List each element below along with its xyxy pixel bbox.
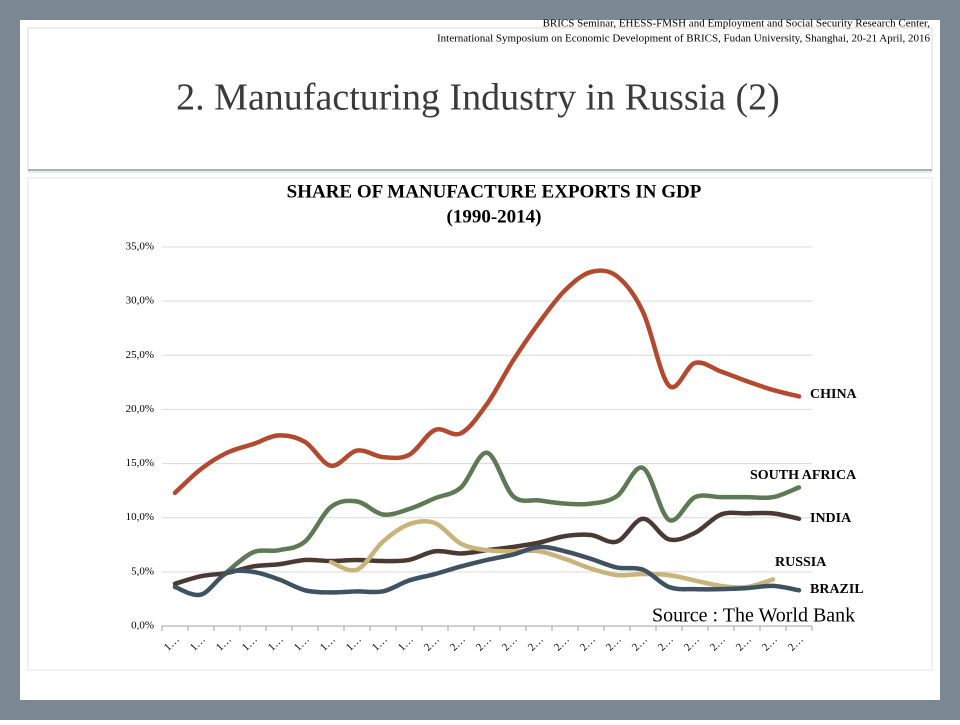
y-tick-label: 20,0% (126, 403, 154, 415)
header-line: International Symposium on Economic Deve… (437, 33, 931, 45)
series-line (328, 518, 776, 590)
series-label: INDIA (810, 511, 852, 526)
series-line (224, 450, 802, 575)
y-tick-label: 15,0% (126, 457, 154, 469)
y-tick-label: 10,0% (126, 511, 154, 523)
series-label: SOUTH AFRICA (750, 468, 857, 483)
series-label: BRAZIL (810, 582, 864, 597)
y-tick-label: 25,0% (126, 349, 154, 361)
y-tick-label: 0,0% (131, 620, 154, 632)
y-tick-label: 30,0% (126, 295, 154, 307)
y-tick-label: 35,0% (126, 241, 154, 253)
series-line (172, 544, 802, 598)
y-tick-label: 5,0% (131, 565, 154, 577)
chart-subtitle: (1990-2014) (447, 206, 542, 227)
title-box (27, 27, 933, 173)
series-label: RUSSIA (775, 555, 827, 570)
slide-background (20, 20, 940, 700)
chart-title: SHARE OF MANUFACTURE EXPORTS IN GDP (287, 181, 702, 202)
series-label: CHINA (810, 387, 858, 402)
header-line: BRICS Seminar, EHESS-FMSH and Employment… (543, 18, 931, 30)
series-line (172, 268, 802, 496)
content-box (27, 177, 933, 671)
slide-title: 2. Manufacturing Industry in Russia (2) (176, 77, 780, 119)
source: Source : The World Bank (652, 605, 855, 627)
